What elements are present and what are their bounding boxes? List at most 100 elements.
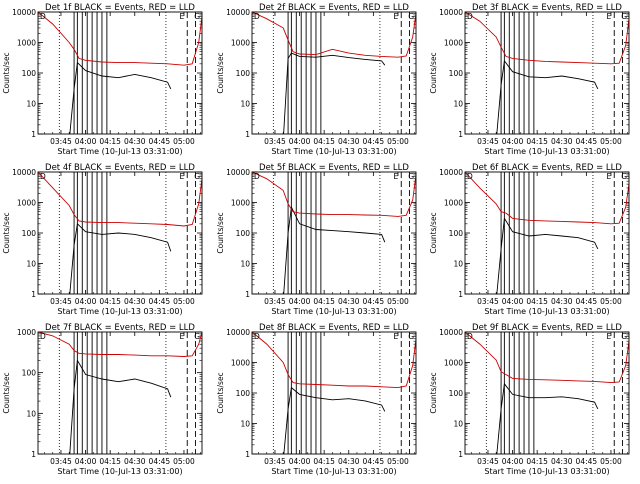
x-axis-label: Start Time (10-Jul-13 03:31:00) (57, 307, 182, 316)
corner-letter: D (254, 12, 260, 21)
corner-letter: G (408, 332, 414, 341)
corner-letter: E (393, 12, 398, 21)
x-tick-label: 03:45 (50, 457, 72, 466)
plot-frame (251, 11, 417, 135)
x-tick-label: 05:00 (600, 137, 622, 146)
panel-det-6: Det 6f BLACK = Events, RED = LLD 1 10 100 10… (429, 163, 630, 316)
y-tick-label: 1 (245, 450, 250, 459)
y-tick-label: 1 (31, 290, 36, 299)
series-line-events (496, 59, 599, 134)
series-line-events (69, 222, 172, 294)
corner-letter: E (393, 332, 398, 341)
x-tick-label: 04:15 (526, 457, 548, 466)
x-tick-label: 04:30 (338, 297, 360, 306)
panel-det-3: Det 3f BLACK = Events, RED = LLD 1 10 100 10… (429, 3, 630, 156)
x-tick-label: 05:00 (387, 297, 409, 306)
y-tick-label: 10 (26, 100, 36, 109)
series-line-lld (38, 332, 202, 357)
plot-frame (37, 171, 203, 295)
series-line-lld (465, 172, 629, 225)
x-tick-label: 04:30 (551, 297, 573, 306)
x-tick-label: 04:30 (551, 137, 573, 146)
series-line-lld (465, 12, 629, 65)
x-tick-label: 04:15 (313, 137, 335, 146)
x-tick-label: 03:45 (477, 137, 499, 146)
corner-letter: E (179, 172, 184, 181)
corner-letter: D (254, 332, 260, 341)
series-line-lld (38, 12, 202, 66)
x-tick-label: 04:15 (526, 297, 548, 306)
y-tick-label: 1 (31, 450, 36, 459)
y-tick-label: 1 (245, 290, 250, 299)
y-tick-label: 10 (453, 420, 463, 429)
x-tick-label: 04:30 (124, 457, 146, 466)
x-tick-label: 05:00 (600, 457, 622, 466)
corner-letter: D (467, 172, 473, 181)
panel-det-2: Det 2f BLACK = Events, RED = LLD 1 10 100 10… (216, 3, 417, 156)
x-tick-label: 04:30 (338, 137, 360, 146)
panel-det-4: Det 4f BLACK = Events, RED = LLD 1 10 100 10… (2, 163, 203, 316)
x-tick-label: 04:15 (99, 137, 121, 146)
x-tick-label: 05:00 (173, 297, 195, 306)
y-axis-label: Counts/sec (216, 212, 225, 253)
x-tick-label: 04:45 (149, 457, 171, 466)
corner-letter: D (40, 332, 46, 341)
corner-letter: G (408, 12, 414, 21)
y-tick-label: 1000 (17, 39, 36, 48)
y-axis-label: Counts/sec (429, 212, 438, 253)
series-line-events (69, 61, 172, 134)
plot-frame (37, 11, 203, 135)
x-tick-label: 04:00 (75, 137, 97, 146)
x-tick-label: 04:45 (576, 297, 598, 306)
series-line-events (283, 386, 386, 454)
x-tick-label: 04:15 (313, 297, 335, 306)
x-tick-label: 03:45 (50, 297, 72, 306)
corner-letter: G (194, 12, 200, 21)
series-line-lld (38, 172, 202, 227)
y-tick-label: 100 (22, 69, 37, 78)
corner-letter: G (621, 332, 627, 341)
y-axis-label: Counts/sec (429, 372, 438, 413)
series-line-lld (252, 332, 416, 389)
y-tick-label: 10 (26, 260, 36, 269)
corner-letter: E (606, 172, 611, 181)
y-tick-label: 100 (22, 229, 37, 238)
y-axis-label: Counts/sec (216, 52, 225, 93)
y-tick-label: 100 (22, 369, 37, 378)
series-line-events (496, 382, 599, 454)
panel-det-5: Det 5f BLACK = Events, RED = LLD 1 10 100 10… (216, 163, 417, 316)
y-tick-label: 10000 (12, 168, 36, 177)
x-axis-label: Start Time (10-Jul-13 03:31:00) (484, 147, 609, 156)
x-axis-label: Start Time (10-Jul-13 03:31:00) (484, 467, 609, 476)
x-tick-label: 04:45 (576, 137, 598, 146)
panel-title: Det 8f BLACK = Events, RED = LLD (259, 323, 409, 333)
series-line-events (496, 217, 599, 294)
x-tick-label: 04:00 (75, 297, 97, 306)
y-tick-label: 1 (31, 130, 36, 139)
y-tick-label: 10 (240, 260, 250, 269)
corner-letter: G (621, 172, 627, 181)
y-tick-label: 10 (26, 409, 36, 418)
plot-frame (464, 11, 630, 135)
x-tick-label: 03:45 (264, 457, 286, 466)
x-tick-label: 04:00 (502, 137, 524, 146)
plot-frame (251, 331, 417, 455)
y-tick-label: 100 (449, 69, 464, 78)
x-tick-label: 05:00 (387, 457, 409, 466)
y-axis-label: Counts/sec (2, 212, 11, 253)
y-tick-label: 10000 (226, 8, 250, 17)
panel-det-9: Det 9f BLACK = Events, RED = LLD 1 10 100 10… (429, 323, 630, 476)
y-tick-label: 1000 (17, 328, 36, 337)
panel-det-7: Det 7f BLACK = Events, RED = LLD 1 10 100 10… (2, 323, 203, 476)
x-tick-label: 04:15 (99, 297, 121, 306)
y-tick-label: 1000 (231, 199, 250, 208)
corner-letter: E (179, 12, 184, 21)
x-tick-label: 04:30 (124, 297, 146, 306)
corner-letter: G (408, 172, 414, 181)
plot-frame (251, 171, 417, 295)
corner-letter: G (194, 332, 200, 341)
y-tick-label: 1000 (444, 199, 463, 208)
x-tick-label: 04:30 (551, 457, 573, 466)
series-line-lld (252, 172, 416, 217)
